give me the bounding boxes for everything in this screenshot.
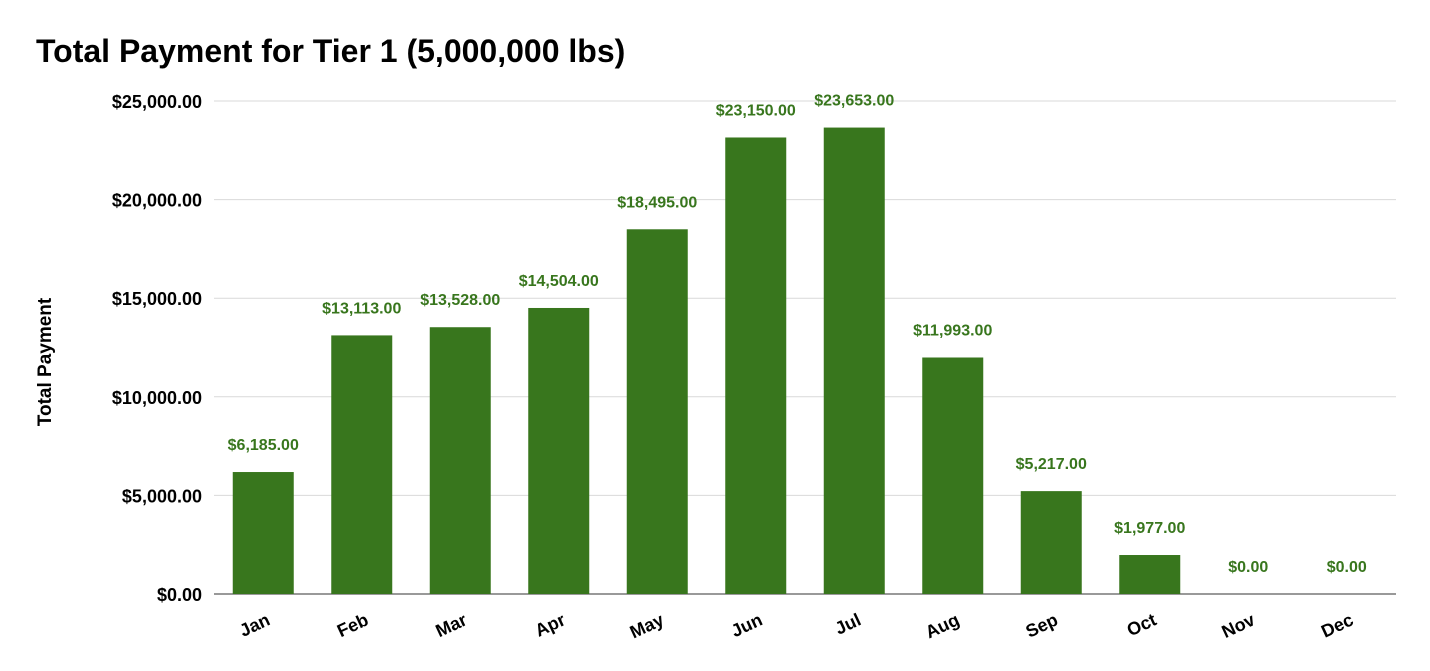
y-tick-label: $20,000.00 [112, 191, 202, 211]
bar-jan [232, 472, 294, 594]
x-tick-label-may: May [627, 609, 667, 642]
x-tick-label-feb: Feb [334, 609, 371, 641]
bar-mar [429, 327, 491, 594]
y-axis-label: Total Payment [35, 297, 56, 426]
y-tick-label: $0.00 [157, 585, 202, 605]
data-label-jul: $23,653.00 [814, 93, 894, 110]
data-label-mar: $13,528.00 [420, 292, 500, 309]
bar-apr [528, 307, 590, 594]
y-tick-label: $25,000.00 [112, 92, 202, 112]
data-label-sep: $5,217.00 [1016, 456, 1087, 473]
bar-may [626, 229, 688, 594]
data-label-nov: $0.00 [1228, 559, 1268, 576]
x-tick-label-jan: Jan [236, 609, 273, 640]
bar-oct [1119, 555, 1181, 594]
bar-feb [331, 335, 393, 594]
y-tick-label: $15,000.00 [112, 289, 202, 309]
data-label-dec: $0.00 [1327, 559, 1367, 576]
y-axis-ticks: $0.00 $5,000.00 $10,000.00 $15,000.00 $20,00… [112, 92, 202, 605]
x-tick-label-apr: Apr [532, 609, 569, 640]
bar-aug [922, 357, 984, 594]
bar-jul [823, 127, 885, 595]
data-label-aug: $11,993.00 [913, 322, 992, 339]
chart-title: Total Payment for Tier 1 (5,000,000 lbs) [36, 33, 625, 69]
x-tick-label-dec: Dec [1318, 609, 1356, 641]
bar-jun [725, 137, 787, 594]
x-tick-label-mar: Mar [432, 609, 469, 641]
gridlines [214, 100, 1396, 595]
data-label-feb: $13,113.00 [322, 300, 401, 317]
x-tick-label-jun: Jun [728, 609, 765, 641]
x-axis-ticks: Jan Feb Mar Apr May Jun Jul Aug Sep Oct Nov Dec [236, 609, 1356, 642]
bars [232, 127, 1181, 595]
x-tick-label-oct: Oct [1124, 609, 1160, 640]
data-label-jun: $23,150.00 [716, 102, 796, 119]
x-tick-label-sep: Sep [1023, 609, 1061, 641]
data-label-may: $18,495.00 [617, 194, 697, 211]
data-label-oct: $1,977.00 [1114, 520, 1185, 537]
bar-sep [1020, 491, 1082, 594]
data-labels: $6,185.00 $13,113.00 $13,528.00 $14,504.00 $… [228, 93, 1367, 576]
y-tick-label: $5,000.00 [122, 486, 202, 506]
data-label-jan: $6,185.00 [228, 437, 299, 454]
data-label-apr: $14,504.00 [519, 273, 599, 290]
y-tick-label: $10,000.00 [112, 388, 202, 408]
x-tick-label-jul: Jul [832, 609, 864, 638]
x-tick-label-aug: Aug [922, 609, 962, 642]
x-tick-label-nov: Nov [1219, 609, 1258, 642]
